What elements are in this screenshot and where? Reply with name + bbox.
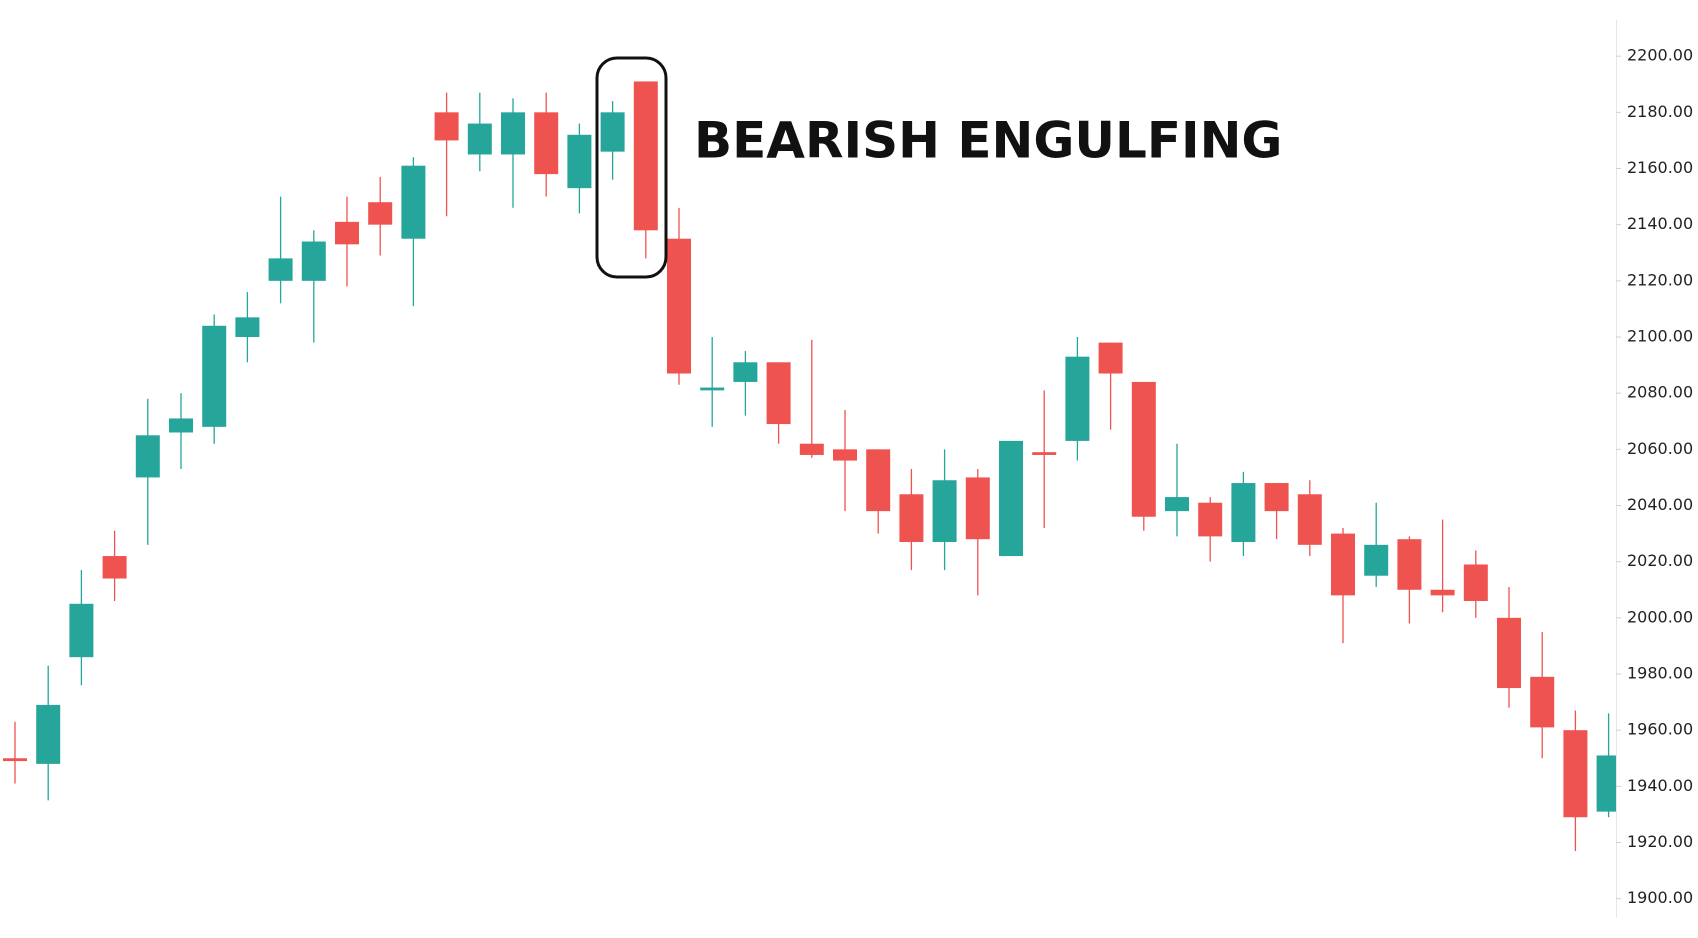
y-tick-label: 1940.00 — [1627, 776, 1693, 795]
candle-body — [235, 317, 260, 338]
candle-body — [1165, 497, 1189, 512]
candle-body — [36, 704, 61, 764]
candle-body — [1131, 381, 1156, 517]
candle-body — [135, 435, 160, 478]
candle-body — [799, 443, 824, 455]
candle-body — [1430, 589, 1455, 596]
candle-body — [268, 258, 293, 281]
candle-body — [467, 123, 492, 155]
candle-body — [534, 112, 559, 175]
candle-body — [866, 449, 891, 512]
y-tick-label: 2020.00 — [1627, 551, 1693, 570]
candle-body — [833, 449, 857, 461]
candle-body — [667, 238, 691, 374]
candle-body — [1397, 539, 1422, 590]
y-tick-label: 2140.00 — [1627, 214, 1693, 233]
candle-body — [1331, 533, 1355, 596]
y-tick-label: 1980.00 — [1627, 664, 1693, 683]
y-tick-label: 2180.00 — [1627, 102, 1693, 121]
y-tick-label: 2120.00 — [1627, 270, 1693, 289]
y-tick-label: 1900.00 — [1627, 888, 1693, 907]
y-tick-label: 1920.00 — [1627, 832, 1693, 851]
candle-body — [1231, 483, 1256, 543]
y-tick-label: 2100.00 — [1627, 327, 1693, 346]
highlight-box — [595, 56, 668, 279]
candle-body — [1264, 483, 1289, 512]
candle-body — [965, 477, 990, 540]
candle-body — [633, 81, 658, 231]
candle-body — [401, 165, 426, 239]
candle-body — [1530, 676, 1555, 728]
candle-body — [335, 221, 359, 245]
y-tick-label: 1960.00 — [1627, 720, 1693, 739]
candle-body — [301, 241, 326, 281]
candle-body — [202, 325, 227, 427]
candle-body — [899, 494, 924, 543]
candle-body — [368, 202, 393, 225]
candle-body — [1297, 494, 1322, 545]
candle-body — [501, 112, 525, 155]
candle-body — [1032, 452, 1057, 455]
candle-body — [1596, 755, 1616, 812]
candle-body — [1463, 564, 1488, 601]
y-tick-label: 2060.00 — [1627, 439, 1693, 458]
candle-body — [1198, 502, 1223, 537]
candle-body — [567, 134, 592, 189]
candle-body — [1563, 730, 1588, 818]
candle-body — [766, 362, 791, 425]
candles — [3, 81, 1616, 851]
candle-body — [999, 440, 1023, 557]
candle-body — [1098, 342, 1123, 374]
candle-body — [3, 758, 27, 762]
y-tick-label: 2200.00 — [1627, 46, 1693, 65]
y-tick-label: 2160.00 — [1627, 158, 1693, 177]
candle-body — [932, 480, 957, 543]
y-tick-label: 2000.00 — [1627, 607, 1693, 626]
annotation: BEARISH ENGULFING — [694, 112, 1282, 170]
candle-body — [434, 112, 459, 141]
y-tick-label: 2040.00 — [1627, 495, 1693, 514]
candle-body — [1065, 356, 1090, 441]
candle-body — [733, 362, 758, 382]
y-tick-label: 2080.00 — [1627, 383, 1693, 402]
candle-body — [600, 112, 625, 152]
candle-body — [102, 556, 127, 579]
candle-body — [69, 603, 94, 658]
candle-body — [1364, 544, 1389, 576]
candle-body — [700, 387, 725, 391]
candle-body — [169, 418, 193, 433]
candle-body — [1497, 617, 1521, 689]
